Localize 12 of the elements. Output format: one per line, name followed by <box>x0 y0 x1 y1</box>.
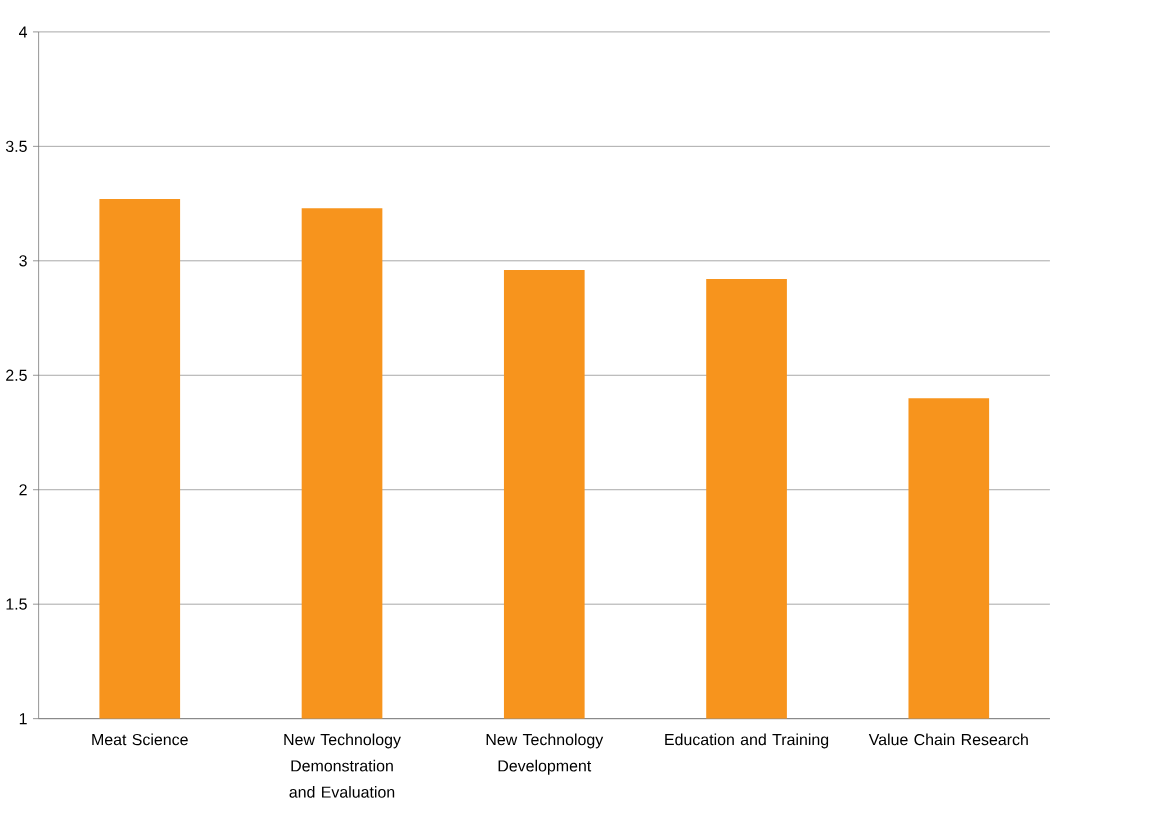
y-tick-label: 3.5 <box>5 140 27 153</box>
x-tick-label: New Technology Development <box>486 733 604 775</box>
y-tick-label: 2.5 <box>6 369 27 382</box>
x-tick-label: New Technology Demonstration and Evaluation <box>284 733 401 798</box>
x-tick-label: Education and Training <box>665 733 829 749</box>
y-tick-label: 1.5 <box>6 598 27 610</box>
y-tick-label: 3 <box>19 255 27 267</box>
y-tick-label: 2 <box>19 484 27 496</box>
x-tick-label: Meat Science <box>92 733 188 746</box>
y-tick-label: 4 <box>18 26 28 38</box>
x-tick-label: Value Chain Research <box>868 733 1028 746</box>
y-tick-label: 1 <box>19 713 27 725</box>
